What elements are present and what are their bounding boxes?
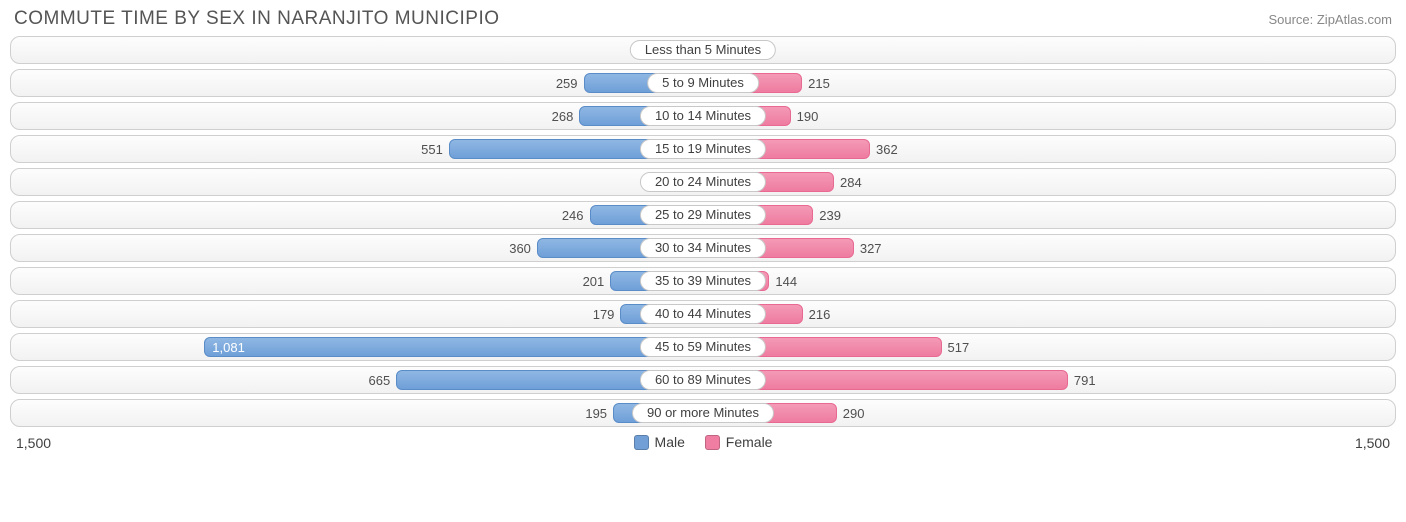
row-category-label: 15 to 19 Minutes <box>640 139 766 159</box>
bar-row: 20 to 24 Minutes89284 <box>10 168 1396 196</box>
bar-row: 15 to 19 Minutes 551 362 <box>10 135 1396 163</box>
value-label-male: 179 <box>593 305 615 325</box>
row-category-label: 35 to 39 Minutes <box>640 271 766 291</box>
value-label-male: 665 <box>369 371 391 391</box>
chart-source: Source: ZipAtlas.com <box>1268 12 1392 27</box>
value-label-male: 551 <box>421 140 443 160</box>
value-label-male: 201 <box>583 272 605 292</box>
swatch-female <box>705 435 720 450</box>
chart-title: COMMUTE TIME BY SEX IN NARANJITO MUNICIP… <box>14 8 500 30</box>
value-label-female: 290 <box>843 404 865 424</box>
chart-header: COMMUTE TIME BY SEX IN NARANJITO MUNICIP… <box>10 8 1396 36</box>
value-label-male: 1,081 <box>212 338 245 358</box>
row-category-label: 40 to 44 Minutes <box>640 304 766 324</box>
value-label-female: 215 <box>808 74 830 94</box>
value-label-male: 268 <box>552 107 574 127</box>
legend-label-male: Male <box>655 434 685 450</box>
axis-max-left: 1,500 <box>16 435 51 451</box>
value-label-female: 190 <box>797 107 819 127</box>
legend-item-male: Male <box>634 434 685 450</box>
value-label-female: 239 <box>819 206 841 226</box>
legend: Male Female <box>51 434 1355 453</box>
value-label-male: 246 <box>562 206 584 226</box>
axis-max-right: 1,500 <box>1355 435 1390 451</box>
bar-row: 25 to 29 Minutes 246 239 <box>10 201 1396 229</box>
value-label-male: 195 <box>585 404 607 424</box>
bar-row: 5 to 9 Minutes 259 215 <box>10 69 1396 97</box>
row-category-label: Less than 5 Minutes <box>630 40 776 60</box>
legend-item-female: Female <box>705 434 773 450</box>
row-category-label: 30 to 34 Minutes <box>640 238 766 258</box>
legend-label-female: Female <box>726 434 773 450</box>
row-category-label: 10 to 14 Minutes <box>640 106 766 126</box>
value-label-female: 362 <box>876 140 898 160</box>
bar-row: 60 to 89 Minutes 665 791 <box>10 366 1396 394</box>
value-label-female: 791 <box>1074 371 1096 391</box>
bar-row: 30 to 34 Minutes 360 327 <box>10 234 1396 262</box>
row-category-label: 60 to 89 Minutes <box>640 370 766 390</box>
bar-row: 35 to 39 Minutes 201 144 <box>10 267 1396 295</box>
value-label-female: 216 <box>809 305 831 325</box>
value-label-male: 360 <box>509 239 531 259</box>
bar-male <box>204 337 703 357</box>
value-label-female: 517 <box>948 338 970 358</box>
row-category-label: 20 to 24 Minutes <box>640 172 766 192</box>
bar-row: 40 to 44 Minutes 179 216 <box>10 300 1396 328</box>
diverging-bar-chart: Less than 5 Minutes1085 5 to 9 Minutes 259… <box>10 36 1396 427</box>
row-category-label: 90 or more Minutes <box>632 403 774 423</box>
bar-row: Less than 5 Minutes1085 <box>10 36 1396 64</box>
row-category-label: 25 to 29 Minutes <box>640 205 766 225</box>
bar-row: 90 or more Minutes 195 290 <box>10 399 1396 427</box>
value-label-female: 327 <box>860 239 882 259</box>
row-category-label: 5 to 9 Minutes <box>647 73 759 93</box>
value-label-male: 259 <box>556 74 578 94</box>
value-label-female: 144 <box>775 272 797 292</box>
row-category-label: 45 to 59 Minutes <box>640 337 766 357</box>
bar-row: 10 to 14 Minutes 268 190 <box>10 102 1396 130</box>
chart-footer: 1,500 Male Female 1,500 <box>10 432 1396 453</box>
value-label-female: 284 <box>840 173 862 193</box>
bar-row: 45 to 59 Minutes 1,081 517 <box>10 333 1396 361</box>
swatch-male <box>634 435 649 450</box>
